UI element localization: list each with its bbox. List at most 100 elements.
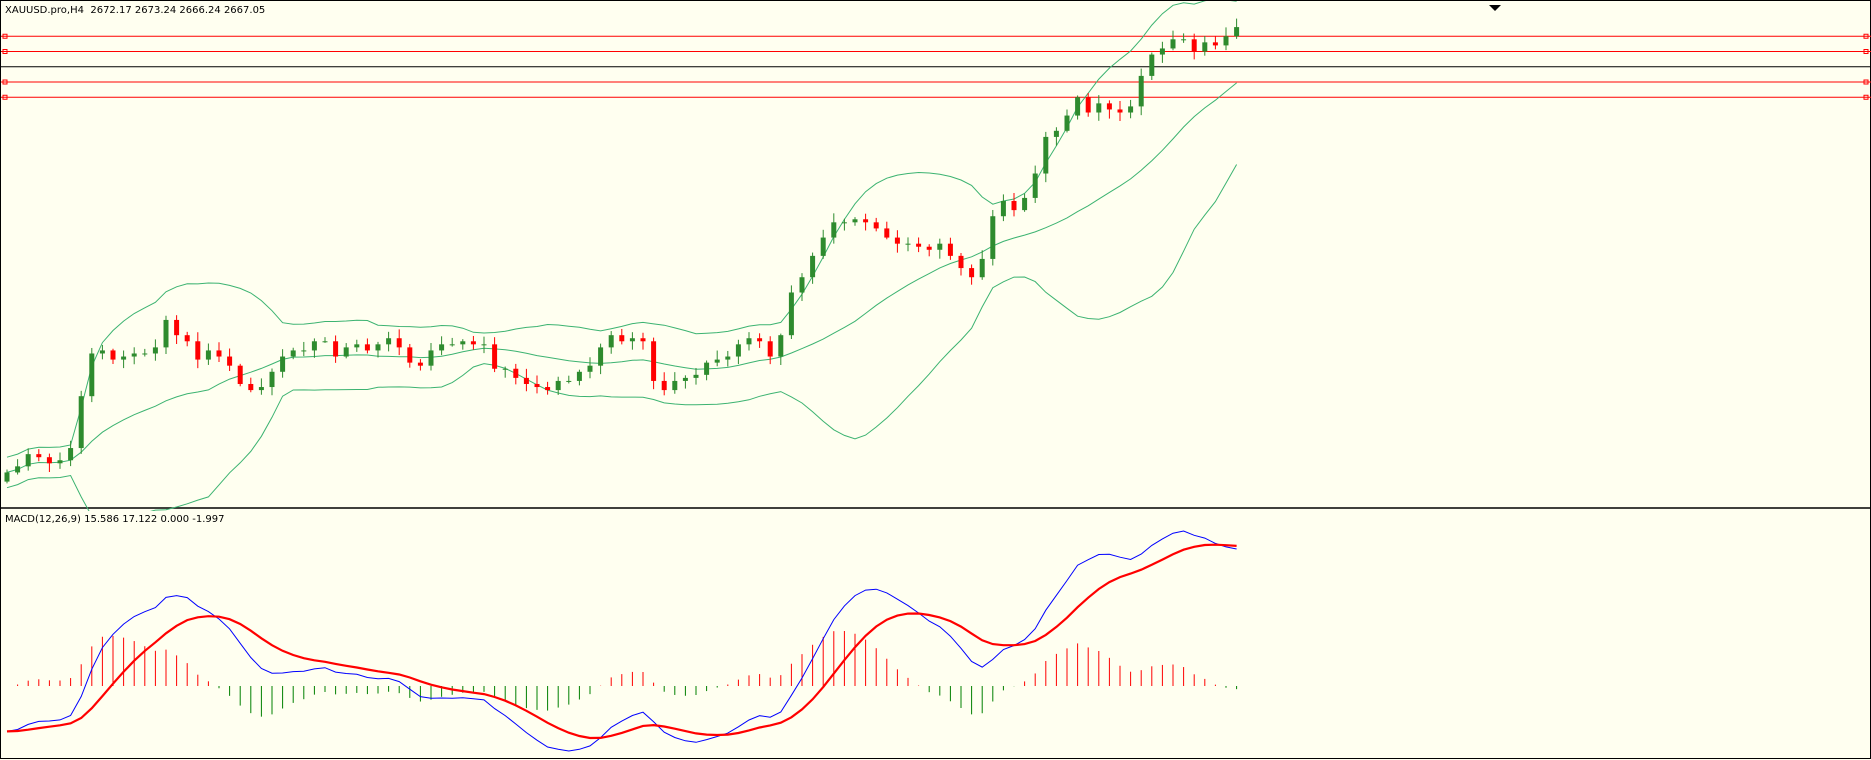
- bear-candle: [195, 341, 201, 360]
- level-handle-right: [1863, 33, 1869, 39]
- bull-candle: [269, 371, 275, 388]
- bollinger-upper-band: [6, 1, 1237, 458]
- bull-candle: [714, 359, 720, 363]
- bull-candle: [1022, 197, 1028, 211]
- bear-candle: [417, 362, 423, 366]
- bull-candle: [121, 356, 127, 360]
- bull-candle: [820, 237, 826, 256]
- bull-candle: [841, 222, 847, 224]
- macd-line: [6, 530, 1237, 752]
- bear-candle: [916, 243, 922, 247]
- bear-candle: [470, 341, 476, 345]
- bull-candle: [735, 344, 741, 357]
- bull-candle: [1000, 200, 1006, 217]
- bull-candle: [1170, 39, 1176, 49]
- bear-candle: [492, 344, 498, 369]
- bull-candle: [439, 344, 445, 351]
- bull-candle: [788, 292, 794, 336]
- bull-candle: [1128, 106, 1134, 113]
- bear-candle: [947, 243, 953, 256]
- bear-candle: [651, 341, 657, 381]
- bull-candle: [831, 222, 837, 238]
- bull-candle: [343, 347, 349, 357]
- bear-candle: [958, 255, 964, 269]
- bear-candle: [863, 219, 869, 223]
- bear-candle: [523, 377, 529, 384]
- bull-candle: [258, 387, 264, 391]
- bear-candle: [873, 222, 879, 229]
- bear-candle: [407, 347, 413, 363]
- bull-candle: [576, 371, 582, 381]
- bear-candle: [174, 319, 180, 336]
- bull-candle: [598, 347, 604, 366]
- bull-candle: [682, 377, 688, 381]
- level-handle-right: [1863, 79, 1869, 85]
- bear-candle: [216, 350, 222, 357]
- bear-candle: [333, 341, 339, 357]
- bull-candle: [386, 338, 392, 345]
- bull-candle: [1223, 36, 1229, 46]
- bull-candle: [629, 338, 635, 342]
- bear-candle: [110, 350, 116, 360]
- bear-candle: [46, 457, 52, 464]
- bear-candle: [1085, 97, 1091, 113]
- bear-candle: [894, 237, 900, 244]
- bull-candle: [979, 258, 985, 278]
- bull-candle: [15, 466, 21, 473]
- level-handle-left: [2, 33, 8, 39]
- bull-candle: [57, 460, 63, 464]
- bear-candle: [1212, 42, 1218, 46]
- level-handle-right: [1863, 94, 1869, 100]
- bear-candle: [36, 454, 42, 458]
- macd-label: MACD(12,26,9) 15.586 17.122 0.000 -1.997: [5, 514, 225, 525]
- bull-candle: [1181, 39, 1187, 41]
- bear-candle: [534, 383, 540, 388]
- bull-candle: [799, 277, 805, 293]
- price-pane[interactable]: [1, 1, 1871, 511]
- bull-candle: [810, 255, 816, 278]
- bull-candle: [778, 335, 784, 357]
- bull-candle: [1159, 48, 1165, 55]
- bull-candle: [1075, 97, 1081, 116]
- bull-candle: [152, 347, 158, 354]
- bull-candle: [25, 454, 31, 467]
- bull-candle: [449, 344, 455, 346]
- bull-candle: [937, 243, 943, 250]
- bear-candle: [364, 344, 370, 351]
- bull-candle: [354, 344, 360, 348]
- bear-candle: [513, 368, 519, 378]
- bear-candle: [767, 341, 773, 357]
- bear-candle: [545, 387, 551, 391]
- bear-candle: [1191, 39, 1197, 52]
- bollinger-lower-band: [6, 164, 1238, 511]
- bull-candle: [587, 365, 593, 372]
- bollinger-middle-band: [6, 82, 1237, 473]
- bull-candle: [502, 368, 508, 370]
- bull-candle: [205, 350, 211, 360]
- bear-candle: [926, 246, 932, 250]
- bull-candle: [905, 243, 911, 245]
- bull-candle: [1138, 75, 1144, 107]
- bull-candle: [1032, 173, 1038, 198]
- bull-candle: [1096, 103, 1102, 113]
- level-handle-left: [2, 94, 8, 100]
- bull-candle: [1043, 136, 1049, 174]
- bear-candle: [248, 383, 254, 391]
- bull-candle: [301, 350, 307, 352]
- bull-candle: [672, 380, 678, 391]
- bull-candle: [852, 219, 858, 223]
- bear-candle: [640, 338, 646, 342]
- bull-candle: [555, 380, 561, 391]
- bull-candle: [322, 341, 328, 343]
- bear-candle: [227, 356, 233, 366]
- bull-candle: [693, 374, 699, 378]
- bear-candle: [1106, 103, 1112, 110]
- bull-candle: [375, 344, 381, 351]
- level-handle-left: [2, 49, 8, 55]
- bull-candle: [89, 353, 95, 397]
- bull-candle: [1064, 115, 1070, 131]
- macd-pane[interactable]: [1, 511, 1871, 760]
- bear-candle: [396, 338, 402, 348]
- symbol-text: XAUUSD.pro,H4: [5, 5, 84, 16]
